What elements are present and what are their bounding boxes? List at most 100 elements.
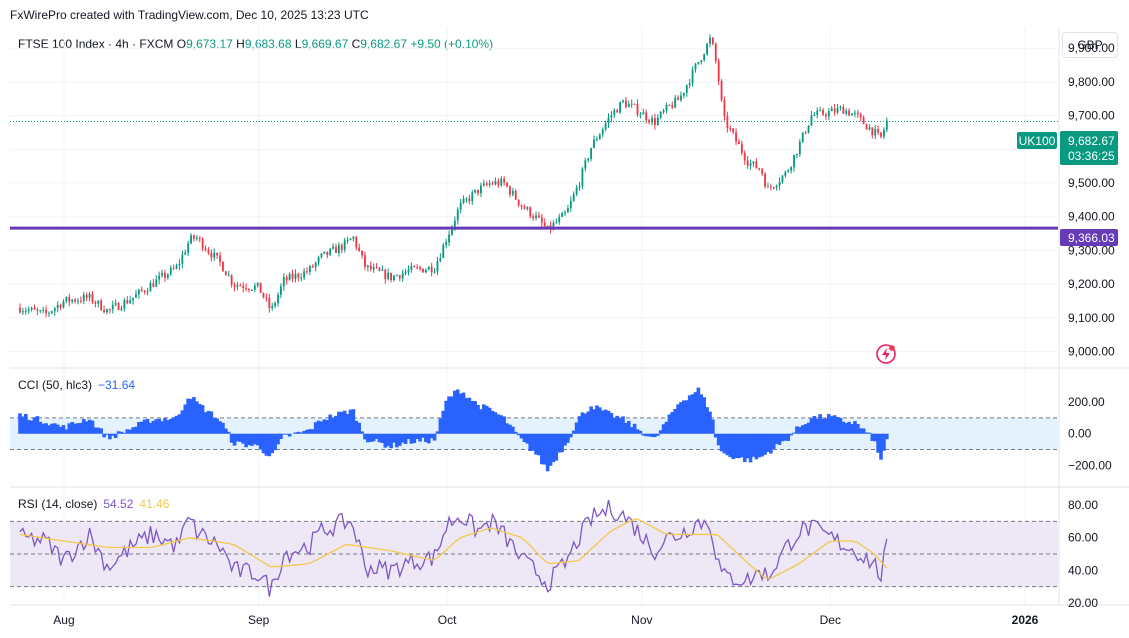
cci-bar xyxy=(638,430,643,434)
candle-body xyxy=(717,60,720,81)
candle-body xyxy=(424,269,427,273)
cci-bar xyxy=(174,415,179,434)
candle-body xyxy=(27,309,30,311)
cci-bar xyxy=(93,427,98,434)
last-price-tag-bg xyxy=(1060,131,1118,165)
cci-bar xyxy=(632,423,637,434)
candle-body xyxy=(19,307,21,313)
cci-bar xyxy=(589,406,593,434)
price-tick-label: 9,700.00 xyxy=(1068,109,1115,123)
candle-body xyxy=(300,277,303,279)
cci-bar xyxy=(487,407,492,434)
cci-bar xyxy=(858,428,863,434)
symbol-label[interactable]: FTSE 100 Index · 4h · FXCM xyxy=(18,37,174,51)
cci-bar xyxy=(655,433,660,436)
cci-bar xyxy=(464,398,469,434)
cci-bar xyxy=(548,433,553,466)
candle-body xyxy=(164,273,166,278)
candle-body xyxy=(279,286,282,295)
candle-body xyxy=(335,246,337,253)
candle-body xyxy=(462,198,465,203)
cci-bar xyxy=(264,433,269,456)
candle-body xyxy=(343,240,346,250)
candle-body xyxy=(593,139,595,149)
cci-bar xyxy=(296,431,301,434)
candle-body xyxy=(314,262,317,268)
candle-body xyxy=(230,275,233,285)
rsi-pane[interactable] xyxy=(10,499,1058,597)
cci-bar xyxy=(684,400,689,434)
cci-bar xyxy=(229,433,234,443)
cci-bar xyxy=(661,424,666,434)
candle-body xyxy=(416,267,419,269)
cci-bar xyxy=(334,415,338,434)
candle-body xyxy=(535,215,537,218)
candle-body xyxy=(761,169,764,174)
cci-bar xyxy=(525,433,530,444)
candle-body xyxy=(256,282,259,286)
cci-bar xyxy=(377,433,382,443)
candle-body xyxy=(769,186,772,188)
currency-button[interactable]: GBP xyxy=(1062,32,1118,58)
candle-body xyxy=(42,309,45,311)
price-scale[interactable]: 9,000.00 9,100.00 9,200.00 9,300.00 9,400.00… xyxy=(1068,41,1115,610)
cci-bar xyxy=(435,431,440,434)
candle-body xyxy=(120,308,123,310)
candle-body xyxy=(53,308,56,312)
cci-bar xyxy=(311,429,315,434)
open-label: O xyxy=(176,37,187,51)
candle-body xyxy=(378,267,381,271)
price-pane[interactable] xyxy=(10,34,1058,318)
candle-body xyxy=(407,269,410,272)
cci-bar xyxy=(658,430,663,434)
time-scale[interactable]: Aug Sep Oct Nov Dec 2026 xyxy=(53,613,1038,627)
cci-bar xyxy=(824,418,828,434)
candle-body xyxy=(723,100,726,117)
cci-bar xyxy=(441,410,446,434)
cci-bar xyxy=(800,425,805,434)
candle-body xyxy=(642,112,645,115)
cci-bar xyxy=(847,421,851,434)
candle-body xyxy=(369,265,372,270)
candle-body xyxy=(178,263,181,266)
candle-body xyxy=(691,69,694,84)
candle-body xyxy=(311,266,314,268)
cci-bar xyxy=(742,433,747,463)
cci-bar xyxy=(415,433,419,440)
cci-bar xyxy=(563,433,567,446)
candle-body xyxy=(796,153,798,155)
cci-bar xyxy=(606,410,611,434)
candle-body xyxy=(317,257,320,263)
candle-body xyxy=(381,269,384,271)
candle-body xyxy=(566,208,569,213)
cci-legend[interactable]: CCI (50, hlc3) −31.64 xyxy=(18,378,135,392)
cci-bar xyxy=(554,433,559,461)
cci-bar xyxy=(119,431,124,434)
cci-bar xyxy=(432,433,437,441)
cci-bar xyxy=(421,433,425,438)
cci-bar xyxy=(748,433,753,463)
candle-body xyxy=(291,273,294,279)
cci-bar xyxy=(499,415,504,434)
candle-body xyxy=(859,114,862,118)
cci-bar xyxy=(258,433,263,450)
cci-bar xyxy=(267,433,272,457)
cci-bar xyxy=(687,395,692,434)
candle-body xyxy=(303,271,306,278)
candle-body xyxy=(94,302,97,304)
cci-bar xyxy=(528,433,533,451)
cci-bar xyxy=(876,433,880,453)
candle-body xyxy=(91,293,94,303)
candle-body xyxy=(39,310,42,312)
candle-body xyxy=(106,309,108,313)
candle-body xyxy=(242,286,245,288)
candle-body xyxy=(775,185,778,188)
cci-pane[interactable] xyxy=(10,387,1058,472)
cci-bar xyxy=(337,411,341,434)
rsi-legend[interactable]: RSI (14, close) 54.52 41.46 xyxy=(18,497,169,511)
cci-bar xyxy=(482,404,486,434)
candle-body xyxy=(503,178,506,183)
lightning-icon[interactable] xyxy=(876,344,896,364)
candle-body xyxy=(210,252,213,258)
